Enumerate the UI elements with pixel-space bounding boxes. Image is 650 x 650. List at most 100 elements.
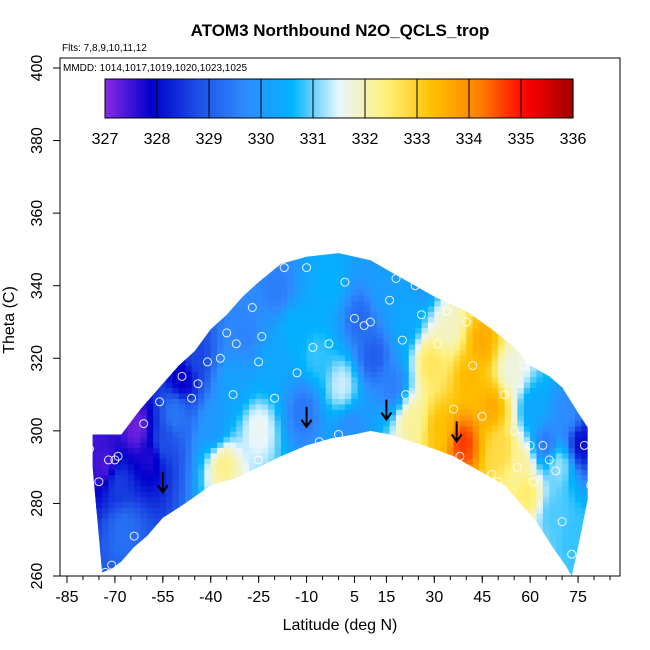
y-tick-label: 280 bbox=[29, 490, 46, 517]
arrow-marker bbox=[380, 399, 393, 422]
data-point bbox=[573, 361, 583, 370]
x-tick-label: -55 bbox=[151, 589, 174, 606]
x-tick-label: 60 bbox=[521, 589, 539, 606]
data-point bbox=[557, 517, 567, 527]
data-point bbox=[308, 342, 318, 352]
data-point bbox=[231, 339, 241, 349]
x-tick-label: 15 bbox=[378, 589, 396, 606]
colorbar-tick-label: 336 bbox=[560, 131, 587, 148]
data-point bbox=[302, 263, 312, 273]
data-point bbox=[222, 328, 232, 338]
data-point bbox=[391, 274, 401, 283]
arrow-marker bbox=[157, 472, 169, 494]
y-tick-label: 300 bbox=[29, 417, 46, 444]
data-point bbox=[334, 430, 343, 439]
data-point bbox=[84, 444, 94, 454]
colorbar-tick-label: 333 bbox=[404, 131, 431, 148]
data-point bbox=[417, 310, 426, 320]
data-point bbox=[385, 295, 395, 305]
data-point bbox=[254, 455, 264, 465]
data-point bbox=[193, 379, 203, 389]
chart-subtitle-dates: MMDD: 1014,1017,1019,1020,1023,1025 bbox=[63, 63, 247, 74]
data-point bbox=[512, 462, 522, 472]
x-tick-label: -40 bbox=[199, 589, 222, 606]
data-point bbox=[455, 451, 465, 461]
colorbar-tick-label: 329 bbox=[196, 131, 223, 148]
annotation-arrows bbox=[157, 399, 463, 494]
data-point bbox=[528, 477, 538, 487]
data-point bbox=[107, 560, 117, 570]
data-point bbox=[468, 361, 478, 370]
chart-subtitle-flights: Flts: 7,8,9,10,11,12 bbox=[62, 43, 147, 54]
data-point bbox=[477, 411, 487, 421]
data-point bbox=[397, 335, 407, 345]
data-point bbox=[279, 263, 289, 273]
data-point bbox=[177, 371, 187, 381]
x-tick-label: 30 bbox=[425, 589, 443, 606]
arrow-marker bbox=[300, 406, 313, 429]
data-point bbox=[509, 426, 519, 436]
chart-title: ATOM3 Northbound N2O_QCLS_trop bbox=[191, 21, 490, 40]
y-tick-label: 360 bbox=[29, 200, 46, 227]
y-tick-label: 340 bbox=[29, 272, 46, 299]
data-point bbox=[171, 350, 181, 360]
data-point bbox=[487, 469, 497, 479]
data-point bbox=[139, 419, 149, 429]
data-point bbox=[586, 480, 596, 490]
y-tick-label: 320 bbox=[29, 345, 46, 372]
data-point bbox=[378, 255, 388, 265]
colorbar: 327 328 329 330 331 332 333 334 335 336 bbox=[92, 78, 587, 148]
data-point bbox=[292, 368, 302, 378]
x-tick-label: 45 bbox=[473, 589, 491, 606]
x-tick-label: -10 bbox=[295, 589, 318, 606]
colorbar-tick-label: 330 bbox=[248, 131, 275, 148]
data-point bbox=[254, 357, 264, 367]
x-axis: -85 -70 -55 -40 -25 -10 5 15 30 45 60 75 bbox=[55, 576, 611, 606]
data-point bbox=[449, 404, 458, 414]
colorbar-tick-label: 335 bbox=[508, 131, 535, 148]
colorbar-tick-label: 332 bbox=[352, 131, 379, 148]
data-point bbox=[493, 477, 503, 487]
data-point bbox=[579, 440, 589, 450]
data-point bbox=[426, 284, 436, 294]
data-point bbox=[187, 393, 197, 403]
x-tick-label: -70 bbox=[103, 589, 126, 606]
data-point bbox=[270, 393, 280, 403]
y-axis-label: Theta (C) bbox=[1, 286, 18, 354]
x-tick-label: 75 bbox=[569, 589, 587, 606]
y-tick-label: 260 bbox=[29, 563, 46, 590]
data-point bbox=[365, 317, 375, 327]
data-point bbox=[461, 317, 471, 327]
data-point bbox=[551, 466, 561, 476]
colorbar-tick-label: 327 bbox=[92, 131, 119, 148]
data-point bbox=[525, 440, 535, 450]
data-point bbox=[257, 332, 267, 341]
data-point bbox=[215, 353, 225, 363]
x-tick-label: -25 bbox=[247, 589, 270, 606]
observation-points bbox=[84, 255, 596, 577]
data-point bbox=[519, 361, 529, 370]
data-point bbox=[247, 303, 257, 312]
data-point bbox=[113, 451, 123, 461]
arrow-marker bbox=[450, 421, 463, 444]
y-tick-label: 400 bbox=[29, 55, 46, 82]
data-point bbox=[340, 277, 350, 287]
data-point bbox=[350, 313, 359, 323]
data-point bbox=[544, 455, 554, 465]
colorbar-tick-label: 328 bbox=[144, 131, 171, 148]
data-point bbox=[538, 440, 548, 450]
data-point bbox=[228, 390, 238, 400]
data-point bbox=[94, 477, 104, 487]
plot-frame bbox=[59, 57, 621, 577]
data-point bbox=[314, 437, 324, 447]
colorbar-tick-label: 334 bbox=[456, 131, 483, 148]
x-tick-label: 5 bbox=[350, 589, 359, 606]
data-point bbox=[203, 357, 212, 367]
data-point bbox=[104, 455, 113, 465]
data-point bbox=[567, 549, 577, 559]
data-point bbox=[442, 306, 452, 316]
data-point bbox=[129, 531, 139, 541]
colorbar-tick-label: 331 bbox=[300, 131, 327, 148]
data-point bbox=[433, 339, 442, 349]
